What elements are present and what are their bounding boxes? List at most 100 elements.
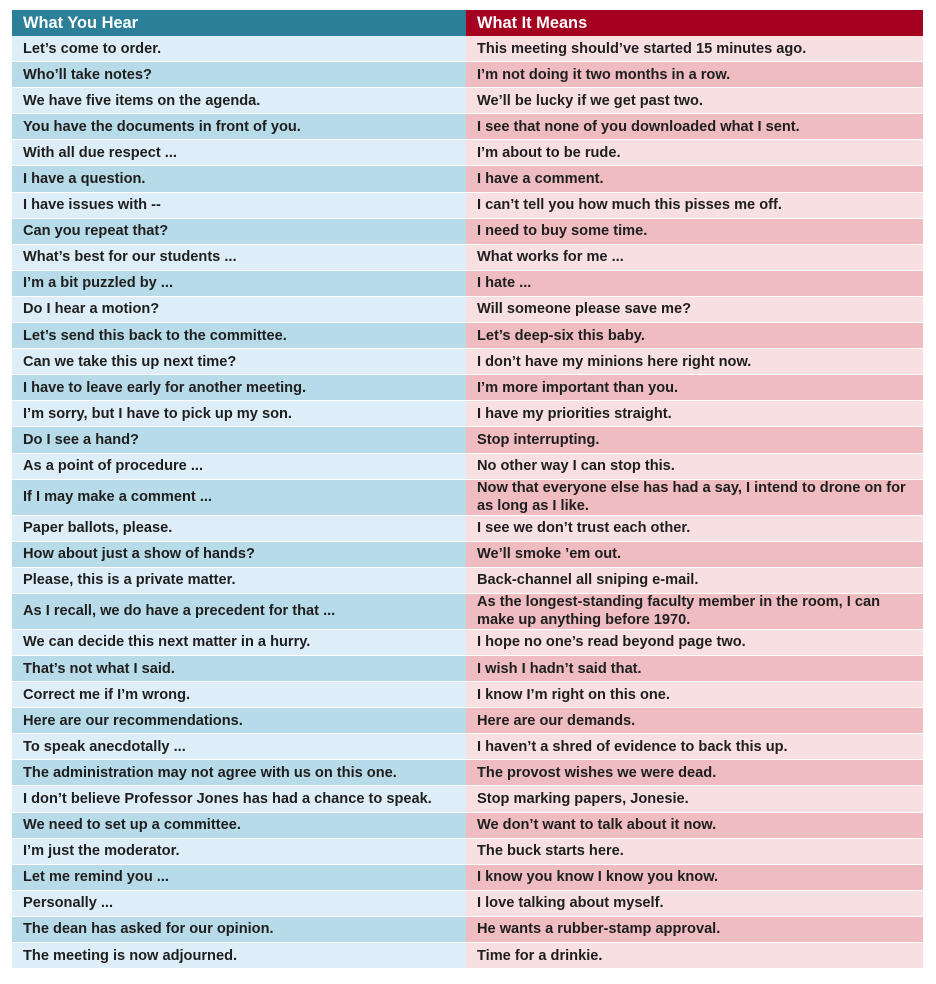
phrase-meaning: As the longest-standing faculty member i… [466, 593, 923, 630]
table-row: We have five items on the agenda. We’ll b… [12, 88, 923, 115]
table-row: The administration may not agree with us… [12, 760, 923, 787]
phrase-heard: I have a question. [12, 166, 466, 193]
phrase-meaning: I’m about to be rude. [466, 140, 923, 167]
phrase-meaning: The provost wishes we were dead. [466, 760, 923, 787]
table-row: That’s not what I said. I wish I hadn’t s… [12, 655, 923, 683]
phrase-heard: We can decide this next matter in a hurr… [12, 629, 466, 656]
phrase-heard: The administration may not agree with us… [12, 760, 466, 787]
phrase-heard: We need to set up a committee. [12, 812, 466, 839]
phrase-meaning: Let’s deep-six this baby. [466, 323, 923, 350]
table-row: Who’ll take notes? I’m not doing it two m… [12, 62, 923, 89]
table-row: Paper ballots, please. I see we don’t tru… [12, 515, 923, 542]
phrase-meaning: I see that none of you downloaded what I… [466, 114, 923, 141]
phrase-meaning: I haven’t a shred of evidence to back th… [466, 734, 923, 761]
header-what-it-means: What It Means [466, 10, 923, 36]
table-row: Let’s come to order. This meeting should’… [12, 36, 923, 63]
table-row: I’m sorry, but I have to pick up my son.… [12, 401, 923, 428]
phrase-heard: Here are our recommendations. [12, 708, 466, 735]
phrase-heard: Do I see a hand? [12, 427, 466, 454]
table-row: Do I see a hand? Stop interrupting. [12, 427, 923, 454]
phrase-heard: Do I hear a motion? [12, 296, 466, 324]
phrase-meaning: Time for a drinkie. [466, 943, 923, 970]
phrase-heard: That’s not what I said. [12, 655, 466, 683]
phrase-heard: I have issues with -- [12, 192, 466, 219]
phrase-meaning: We’ll be lucky if we get past two. [466, 88, 923, 115]
phrase-meaning: This meeting should’ve started 15 minute… [466, 36, 923, 63]
table-row: As a point of procedure ... No other way … [12, 453, 923, 480]
phrase-heard: I have to leave early for another meetin… [12, 375, 466, 402]
phrase-meaning: He wants a rubber-stamp approval. [466, 916, 923, 943]
phrase-meaning: Stop interrupting. [466, 427, 923, 454]
phrase-heard: You have the documents in front of you. [12, 114, 466, 141]
phrase-meaning: We don’t want to talk about it now. [466, 812, 923, 839]
table-body: Let’s come to order. This meeting should’… [12, 36, 923, 970]
table-row: How about just a show of hands? We’ll smo… [12, 541, 923, 568]
phrase-meaning: Now that everyone else has had a say, I … [466, 479, 923, 516]
phrase-meaning: Back-channel all sniping e-mail. [466, 567, 923, 594]
phrase-meaning: I can’t tell you how much this pisses me… [466, 192, 923, 219]
phrase-meaning: I see we don’t trust each other. [466, 515, 923, 542]
phrase-meaning: Here are our demands. [466, 708, 923, 735]
phrase-heard: I’m just the moderator. [12, 838, 466, 865]
phrase-heard: How about just a show of hands? [12, 541, 466, 568]
phrase-meaning: No other way I can stop this. [466, 453, 923, 480]
phrase-meaning: I need to buy some time. [466, 218, 923, 245]
table-row: Here are our recommendations. Here are ou… [12, 708, 923, 735]
table-header: What You Hear What It Means [12, 10, 923, 36]
table-row: What’s best for our students ... What wor… [12, 244, 923, 271]
phrase-heard: I’m sorry, but I have to pick up my son. [12, 401, 466, 428]
table-row: We need to set up a committee. We don’t w… [12, 812, 923, 839]
phrase-heard: Please, this is a private matter. [12, 567, 466, 594]
table-row: Personally ... I love talking about mysel… [12, 890, 923, 917]
table-row: Let’s send this back to the committee. Le… [12, 323, 923, 350]
phrase-meaning: I’m more important than you. [466, 375, 923, 402]
table-row: Let me remind you ... I know you know I k… [12, 864, 923, 891]
phrase-heard: Let’s come to order. [12, 36, 466, 63]
phrase-meaning: I know I’m right on this one. [466, 682, 923, 709]
table-row: Correct me if I’m wrong. I know I’m right… [12, 682, 923, 709]
table-row: With all due respect ... I’m about to be … [12, 140, 923, 167]
phrase-heard: Can you repeat that? [12, 218, 466, 245]
phrase-heard: As I recall, we do have a precedent for … [12, 593, 466, 630]
phrase-meaning: I don’t have my minions here right now. [466, 349, 923, 376]
phrase-meaning: The buck starts here. [466, 838, 923, 865]
phrase-meaning: Stop marking papers, Jonesie. [466, 786, 923, 813]
phrase-heard: Let me remind you ... [12, 864, 466, 891]
phrase-heard: Let’s send this back to the committee. [12, 323, 466, 350]
table-row: Please, this is a private matter. Back-ch… [12, 567, 923, 594]
phrase-heard: I don’t believe Professor Jones has had … [12, 786, 466, 813]
phrase-heard: Personally ... [12, 890, 466, 917]
phrase-meaning: I hope no one’s read beyond page two. [466, 629, 923, 656]
header-what-you-hear: What You Hear [12, 10, 466, 36]
phrase-meaning: I have my priorities straight. [466, 401, 923, 428]
table-row: You have the documents in front of you. I… [12, 114, 923, 141]
phrase-heard: If I may make a comment ... [12, 479, 466, 516]
phrase-heard: To speak anecdotally ... [12, 734, 466, 761]
phrase-heard: The meeting is now adjourned. [12, 943, 466, 970]
table-row: If I may make a comment ... Now that ever… [12, 479, 923, 516]
table-row: To speak anecdotally ... I haven’t a shre… [12, 734, 923, 761]
phrase-heard: What’s best for our students ... [12, 244, 466, 271]
phrase-meaning: I hate ... [466, 270, 923, 297]
phrase-heard: Paper ballots, please. [12, 515, 466, 542]
phrase-heard: I’m a bit puzzled by ... [12, 270, 466, 297]
phrase-heard: Correct me if I’m wrong. [12, 682, 466, 709]
table-row: Do I hear a motion? Will someone please s… [12, 296, 923, 324]
phrase-heard: Who’ll take notes? [12, 62, 466, 89]
table-row: We can decide this next matter in a hurr… [12, 629, 923, 656]
phrase-heard: With all due respect ... [12, 140, 466, 167]
phrase-meaning: We’ll smoke ’em out. [466, 541, 923, 568]
phrase-meaning: What works for me ... [466, 244, 923, 271]
phrase-heard: As a point of procedure ... [12, 453, 466, 480]
table-row: I’m just the moderator. The buck starts h… [12, 838, 923, 865]
phrase-meaning: I have a comment. [466, 166, 923, 193]
phrase-heard: The dean has asked for our opinion. [12, 916, 466, 943]
table-row: I’m a bit puzzled by ... I hate ... [12, 270, 923, 297]
phrase-heard: We have five items on the agenda. [12, 88, 466, 115]
table-row: The dean has asked for our opinion. He wa… [12, 916, 923, 943]
table-row: I have a question. I have a comment. [12, 166, 923, 193]
table-row: I don’t believe Professor Jones has had … [12, 786, 923, 813]
table-row: Can we take this up next time? I don’t ha… [12, 349, 923, 376]
phrase-meaning: I know you know I know you know. [466, 864, 923, 891]
phrase-meaning: Will someone please save me? [466, 296, 923, 324]
